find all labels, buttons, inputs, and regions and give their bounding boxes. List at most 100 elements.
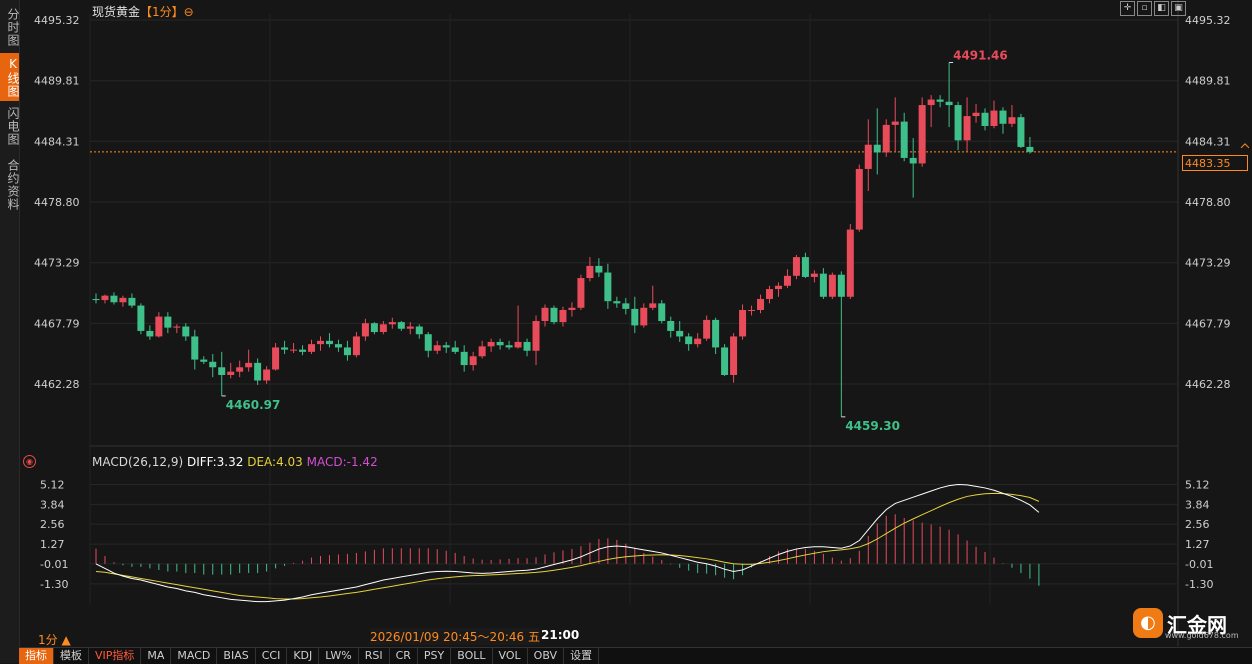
- candle-body: [308, 344, 316, 352]
- candle-body: [505, 345, 513, 348]
- candle-body: [1008, 117, 1016, 124]
- candle-body: [191, 336, 199, 360]
- candle-body: [164, 316, 172, 328]
- indicator-tab-9[interactable]: RSI: [359, 648, 390, 664]
- zoom-out-icon[interactable]: ◧: [1154, 1, 1169, 16]
- indicator-tab-2[interactable]: VIP指标: [89, 648, 142, 664]
- candle-body: [110, 295, 118, 303]
- candle-body: [963, 116, 971, 141]
- candle-body: [792, 257, 800, 276]
- candle-body: [667, 321, 675, 331]
- indicator-tab-4[interactable]: MACD: [171, 648, 218, 664]
- instrument-name: 现货黄金: [92, 5, 141, 19]
- low-annotation: 4459.30: [845, 419, 900, 433]
- candle-body: [748, 309, 756, 311]
- indicator-tab-5[interactable]: BIAS: [217, 648, 256, 664]
- candle-body: [846, 229, 854, 297]
- candle-body: [819, 273, 827, 297]
- indicator-tab-0[interactable]: 指标: [19, 648, 54, 664]
- macd-tick-left: -0.01: [40, 558, 68, 571]
- candle-body: [837, 274, 845, 297]
- candle-body: [774, 285, 782, 290]
- candle-body: [424, 334, 432, 351]
- indicator-tab-10[interactable]: CR: [390, 648, 418, 664]
- crosshair-icon[interactable]: ✛: [1120, 1, 1135, 16]
- price-tick-left: 4467.79: [34, 317, 80, 330]
- candle-body: [263, 369, 271, 381]
- price-tick-left: 4489.81: [34, 75, 80, 88]
- macd-tick-right: -0.01: [1185, 558, 1213, 571]
- diff-line: [95, 484, 1040, 603]
- indicator-tab-11[interactable]: PSY: [418, 648, 452, 664]
- candle-body: [712, 319, 720, 348]
- candle-body: [388, 322, 396, 325]
- tab-time-sharing[interactable]: 分时图: [6, 7, 20, 47]
- chart-title: 现货黄金【1分】⊖: [92, 3, 194, 20]
- candle-body: [864, 144, 872, 169]
- indicator-tab-13[interactable]: VOL: [493, 648, 528, 664]
- candle-body: [703, 319, 711, 339]
- candle-body: [523, 341, 531, 351]
- period-selector[interactable]: 1分 ▲: [38, 633, 71, 647]
- indicator-tab-1[interactable]: 模板: [54, 648, 89, 664]
- indicator-settings-icon[interactable]: ◉: [23, 455, 36, 468]
- tab-flash-chart[interactable]: 闪电图: [6, 106, 20, 146]
- indicator-tab-3[interactable]: MA: [141, 648, 172, 664]
- candle-body: [685, 336, 693, 345]
- candle-body: [568, 307, 576, 310]
- candle-body: [92, 298, 100, 301]
- price-tick-left: 4478.80: [34, 196, 80, 209]
- price-tick-right: 4467.79: [1185, 317, 1231, 330]
- candle-body: [1017, 117, 1025, 147]
- candle-body: [442, 345, 450, 348]
- tab-kline[interactable]: K线图: [0, 53, 20, 101]
- candle-body: [173, 326, 181, 328]
- price-tick-right: 4495.32: [1185, 14, 1231, 27]
- indicator-tab-8[interactable]: LW%: [319, 648, 359, 664]
- indicator-tab-14[interactable]: OBV: [528, 648, 565, 664]
- period-tag[interactable]: 【1分】: [140, 5, 184, 19]
- candle-body: [945, 101, 953, 106]
- price-tick-right: 4478.80: [1185, 196, 1231, 209]
- candle-body: [586, 265, 594, 279]
- indicator-tab-15[interactable]: 设置: [564, 648, 600, 664]
- price-tick-left: 4484.31: [34, 135, 80, 148]
- indicator-tab-7[interactable]: KDJ: [287, 648, 320, 664]
- indicator-tab-12[interactable]: BOLL: [451, 648, 493, 664]
- candle-body: [478, 346, 486, 357]
- candle-body: [640, 307, 648, 326]
- candle-body: [927, 99, 935, 106]
- zoom-in-icon[interactable]: ▫: [1137, 1, 1152, 16]
- price-tick-right: 4462.28: [1185, 378, 1231, 391]
- candle-body: [514, 341, 522, 348]
- macd-tick-left: -1.30: [40, 578, 68, 591]
- tab-contract-info[interactable]: 合约资料: [6, 159, 20, 211]
- candle-body: [146, 330, 154, 337]
- candle-body: [361, 323, 369, 337]
- candle-body: [218, 367, 226, 375]
- candle-body: [469, 356, 477, 366]
- candle-body: [541, 307, 549, 322]
- macd-tick-right: 5.12: [1185, 479, 1210, 492]
- candle-body: [810, 273, 818, 277]
- fullscreen-icon[interactable]: ▣: [1171, 1, 1186, 16]
- time-end: 21:00: [541, 628, 580, 642]
- macd-tick-right: 3.84: [1185, 498, 1210, 511]
- side-tab-bar: 分时图 K线图 闪电图 合约资料: [0, 0, 20, 663]
- candle-body: [972, 112, 980, 117]
- candle-body: [496, 341, 504, 346]
- logo-url: www.gold678.com: [1165, 631, 1239, 640]
- period-toggle-icon[interactable]: ⊖: [183, 5, 194, 19]
- candle-body: [137, 305, 145, 331]
- candle-body: [1026, 146, 1034, 152]
- macd-value: MACD:-1.42: [306, 455, 378, 469]
- candle-body: [119, 297, 127, 303]
- indicator-tab-6[interactable]: CCI: [256, 648, 288, 664]
- candle-body: [101, 295, 109, 301]
- price-tick-left: 4495.32: [34, 14, 80, 27]
- logo-name: 汇金网: [1167, 612, 1227, 637]
- macd-dea: DEA:4.03: [247, 455, 303, 469]
- price-tick-right: 4484.31: [1185, 135, 1231, 148]
- candle-body: [406, 326, 414, 329]
